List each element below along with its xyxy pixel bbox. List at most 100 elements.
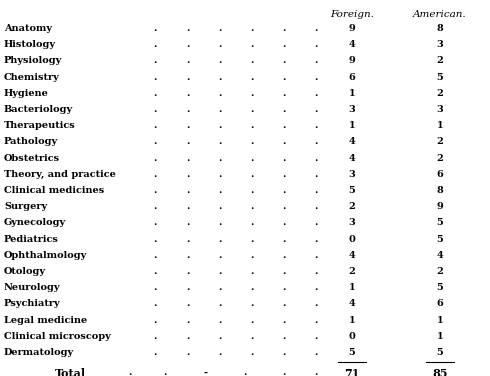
- Text: Pathology: Pathology: [4, 137, 58, 146]
- Text: Gynecology: Gynecology: [4, 218, 66, 227]
- Text: .: .: [282, 154, 286, 162]
- Text: 5: 5: [437, 283, 443, 292]
- Text: Total: Total: [55, 368, 86, 376]
- Text: .: .: [250, 202, 254, 211]
- Text: 4: 4: [348, 251, 355, 260]
- Text: .: .: [153, 267, 157, 276]
- Text: .: .: [282, 202, 286, 211]
- Text: 9: 9: [348, 24, 355, 33]
- Text: .: .: [219, 283, 221, 292]
- Text: .: .: [186, 121, 190, 130]
- Text: 6: 6: [437, 170, 443, 179]
- Text: .: .: [153, 251, 157, 260]
- Text: Neurology: Neurology: [4, 283, 60, 292]
- Text: .: .: [314, 56, 318, 65]
- Text: 1: 1: [437, 332, 443, 341]
- Text: .: .: [219, 56, 221, 65]
- Text: .: .: [250, 267, 254, 276]
- Text: .: .: [282, 170, 286, 179]
- Text: .: .: [282, 105, 286, 114]
- Text: .: .: [314, 186, 318, 195]
- Text: Psychiatry: Psychiatry: [4, 299, 61, 308]
- Text: Ophthalmology: Ophthalmology: [4, 251, 87, 260]
- Text: .: .: [186, 299, 190, 308]
- Text: .: .: [314, 283, 318, 292]
- Text: .: .: [314, 267, 318, 276]
- Text: .: .: [314, 121, 318, 130]
- Text: Histology: Histology: [4, 40, 56, 49]
- Text: Physiology: Physiology: [4, 56, 62, 65]
- Text: Theory, and practice: Theory, and practice: [4, 170, 116, 179]
- Text: .: .: [219, 137, 221, 146]
- Text: .: .: [250, 251, 254, 260]
- Text: .: .: [250, 73, 254, 82]
- Text: .: .: [186, 186, 190, 195]
- Text: .: .: [219, 40, 221, 49]
- Text: .: .: [250, 137, 254, 146]
- Text: .: .: [282, 40, 286, 49]
- Text: .: .: [282, 137, 286, 146]
- Text: 5: 5: [348, 348, 355, 357]
- Text: .: .: [153, 235, 157, 244]
- Text: .: .: [250, 218, 254, 227]
- Text: Pediatrics: Pediatrics: [4, 235, 59, 244]
- Text: .: .: [186, 56, 190, 65]
- Text: 1: 1: [437, 121, 443, 130]
- Text: .: .: [186, 73, 190, 82]
- Text: .: .: [219, 332, 221, 341]
- Text: .: .: [250, 299, 254, 308]
- Text: .: .: [153, 202, 157, 211]
- Text: .: .: [314, 154, 318, 162]
- Text: Otology: Otology: [4, 267, 46, 276]
- Text: 1: 1: [349, 121, 355, 130]
- Text: -: -: [203, 368, 207, 376]
- Text: American.: American.: [413, 10, 467, 19]
- Text: .: .: [250, 348, 254, 357]
- Text: 71: 71: [344, 368, 360, 376]
- Text: Clinical medicines: Clinical medicines: [4, 186, 104, 195]
- Text: .: .: [153, 40, 157, 49]
- Text: .: .: [153, 170, 157, 179]
- Text: 2: 2: [348, 267, 355, 276]
- Text: .: .: [282, 267, 286, 276]
- Text: .: .: [153, 218, 157, 227]
- Text: 3: 3: [348, 170, 355, 179]
- Text: .: .: [250, 56, 254, 65]
- Text: .: .: [314, 24, 318, 33]
- Text: .: .: [219, 73, 221, 82]
- Text: .: .: [153, 105, 157, 114]
- Text: .: .: [163, 368, 167, 376]
- Text: .: .: [282, 56, 286, 65]
- Text: 5: 5: [437, 73, 443, 82]
- Text: .: .: [314, 105, 318, 114]
- Text: .: .: [186, 235, 190, 244]
- Text: .: .: [186, 218, 190, 227]
- Text: .: .: [314, 251, 318, 260]
- Text: .: .: [153, 89, 157, 98]
- Text: 85: 85: [432, 368, 448, 376]
- Text: 5: 5: [437, 348, 443, 357]
- Text: .: .: [186, 137, 190, 146]
- Text: 0: 0: [348, 332, 355, 341]
- Text: .: .: [250, 332, 254, 341]
- Text: Hygiene: Hygiene: [4, 89, 49, 98]
- Text: .: .: [250, 121, 254, 130]
- Text: .: .: [250, 186, 254, 195]
- Text: .: .: [282, 251, 286, 260]
- Text: Surgery: Surgery: [4, 202, 47, 211]
- Text: .: .: [282, 332, 286, 341]
- Text: .: .: [282, 186, 286, 195]
- Text: .: .: [219, 121, 221, 130]
- Text: 5: 5: [437, 235, 443, 244]
- Text: 2: 2: [437, 56, 443, 65]
- Text: 3: 3: [348, 105, 355, 114]
- Text: .: .: [186, 40, 190, 49]
- Text: .: .: [219, 218, 221, 227]
- Text: .: .: [153, 154, 157, 162]
- Text: .: .: [219, 267, 221, 276]
- Text: .: .: [244, 368, 246, 376]
- Text: .: .: [314, 89, 318, 98]
- Text: 3: 3: [437, 105, 443, 114]
- Text: Chemistry: Chemistry: [4, 73, 60, 82]
- Text: .: .: [219, 315, 221, 324]
